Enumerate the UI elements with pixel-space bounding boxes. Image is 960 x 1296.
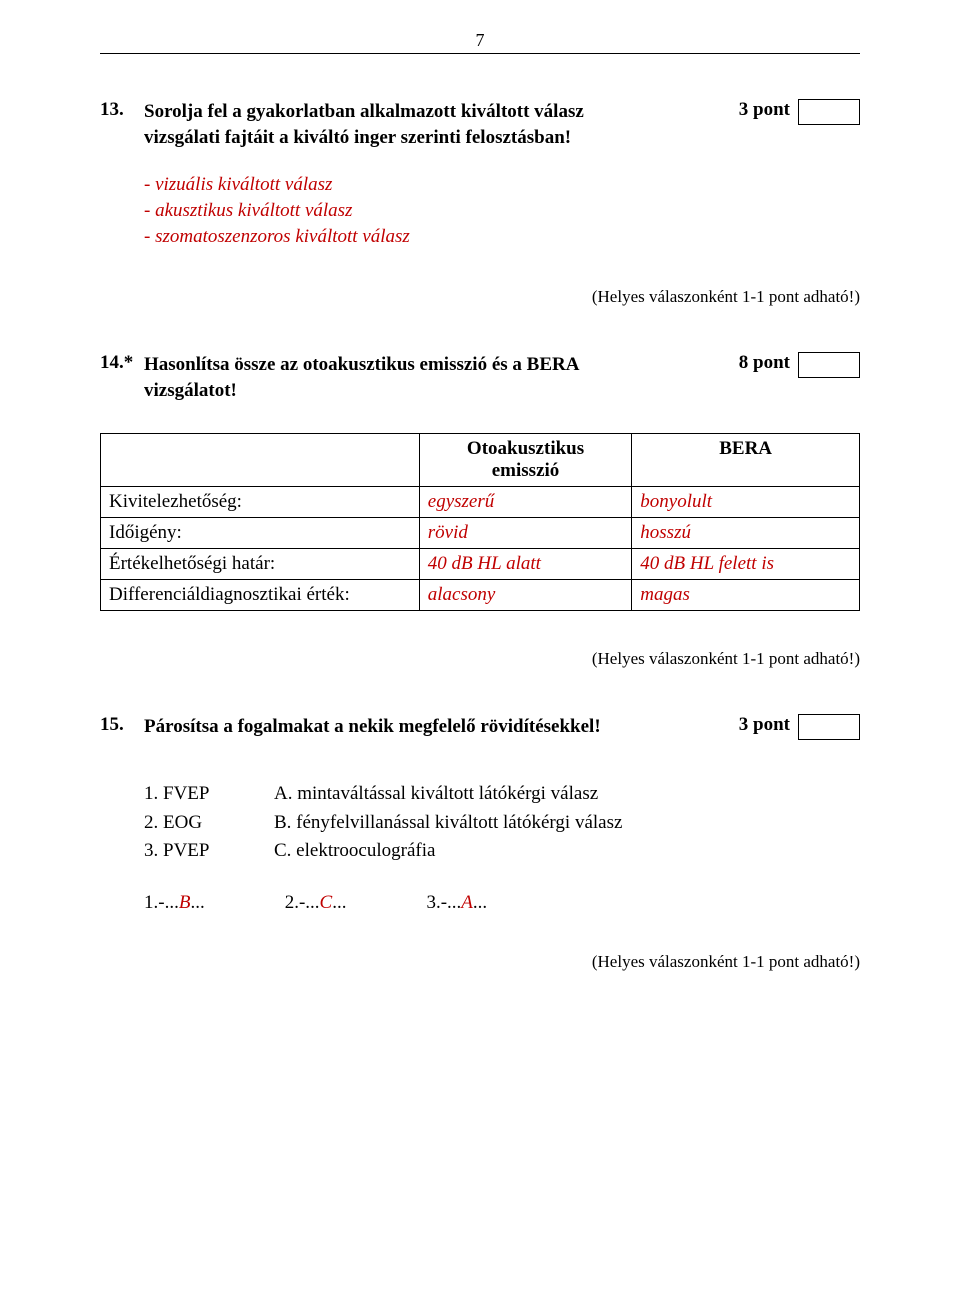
q14-comparison-table: Otoakusztikus emisszió BERA Kivitelezhet…: [100, 433, 860, 611]
table-cell-label: Kivitelezhetőség:: [101, 487, 420, 518]
q14-text-line1: Hasonlítsa össze az otoakusztikus emissz…: [144, 354, 579, 375]
table-header-row: Otoakusztikus emisszió BERA: [101, 434, 860, 487]
table-header-col2-line1: Otoakusztikus: [467, 438, 584, 459]
question-15: 15. Párosítsa a fogalmakat a nekik megfe…: [100, 714, 860, 972]
q15-score-box[interactable]: [798, 714, 860, 740]
q15-pairing-list: 1. FVEP A. mintaváltással kiváltott látó…: [144, 780, 860, 866]
q13-answer-item: - akusztikus kiváltott válasz: [144, 198, 860, 224]
q14-scoring-note: (Helyes válaszonként 1-1 pont adható!): [100, 649, 860, 669]
pair-row: 2. EOG B. fényfelvillanással kiváltott l…: [144, 809, 860, 838]
q15-ans-value: C: [320, 892, 333, 913]
q13-text-line2: vizsgálati fajtáit a kiváltó inger szeri…: [144, 127, 571, 148]
q13-scoring-note: (Helyes válaszonként 1-1 pont adható!): [100, 287, 860, 307]
page-number: 7: [100, 30, 860, 51]
q15-ans-suffix: ...: [332, 892, 346, 913]
q15-text: Párosítsa a fogalmakat a nekik megfelelő…: [144, 714, 727, 740]
pair-row: 3. PVEP C. elektrooculográfia: [144, 837, 860, 866]
table-row: Értékelhetőségi határ: 40 dB HL alatt 40…: [101, 549, 860, 580]
q15-answer-item: 2.-...C...: [285, 892, 347, 914]
table-cell-value: 40 dB HL alatt: [419, 549, 632, 580]
q13-text-line1: Sorolja fel a gyakorlatban alkalmazott k…: [144, 101, 584, 122]
q14-number: 14.*: [100, 352, 144, 374]
q15-scoring-note: (Helyes válaszonként 1-1 pont adható!): [100, 952, 860, 972]
table-header-col2: Otoakusztikus emisszió: [419, 434, 632, 487]
q15-ans-prefix: 3.-...: [426, 892, 461, 913]
q15-ans-value: A: [461, 892, 473, 913]
q13-points: 3 pont: [739, 99, 790, 121]
table-cell-label: Értékelhetőségi határ:: [101, 549, 420, 580]
table-cell-label: Differenciáldiagnosztikai érték:: [101, 580, 420, 611]
pair-right: C. elektrooculográfia: [274, 837, 860, 866]
table-cell-value: hosszú: [632, 518, 860, 549]
q13-number: 13.: [100, 99, 144, 121]
pair-right: A. mintaváltással kiváltott látókérgi vá…: [274, 780, 860, 809]
table-header-col3: BERA: [632, 434, 860, 487]
q15-answer-item: 1.-...B...: [144, 892, 205, 914]
q14-points: 8 pont: [739, 352, 790, 374]
table-row: Időigény: rövid hosszú: [101, 518, 860, 549]
top-rule: [100, 53, 860, 54]
pair-left: 1. FVEP: [144, 780, 274, 809]
table-row: Kivitelezhetőség: egyszerű bonyolult: [101, 487, 860, 518]
q15-ans-prefix: 1.-...: [144, 892, 179, 913]
table-cell-value: magas: [632, 580, 860, 611]
q15-answer-line: 1.-...B... 2.-...C... 3.-...A...: [144, 892, 860, 914]
q15-points: 3 pont: [739, 714, 790, 736]
table-header-col2-line2: emisszió: [492, 460, 560, 481]
table-cell-value: egyszerű: [419, 487, 632, 518]
pair-right: B. fényfelvillanással kiváltott látókérg…: [274, 809, 860, 838]
table-cell-value: bonyolult: [632, 487, 860, 518]
q15-ans-suffix: ...: [473, 892, 487, 913]
q13-score-box[interactable]: [798, 99, 860, 125]
q15-ans-prefix: 2.-...: [285, 892, 320, 913]
q13-answers: - vizuális kiváltott válasz - akusztikus…: [144, 172, 860, 249]
table-cell-label: Időigény:: [101, 518, 420, 549]
q15-ans-value: B: [179, 892, 191, 913]
q15-answer-item: 3.-...A...: [426, 892, 487, 914]
q13-answer-item: - szomatoszenzoros kiváltott válasz: [144, 224, 860, 250]
table-cell-value: 40 dB HL felett is: [632, 549, 860, 580]
q14-score-box[interactable]: [798, 352, 860, 378]
q14-text-line2: vizsgálatot!: [144, 380, 237, 401]
pair-row: 1. FVEP A. mintaváltással kiváltott látó…: [144, 780, 860, 809]
table-header-empty: [101, 434, 420, 487]
q15-number: 15.: [100, 714, 144, 736]
question-14: 14.* Hasonlítsa össze az otoakusztikus e…: [100, 352, 860, 669]
pair-left: 3. PVEP: [144, 837, 274, 866]
pair-left: 2. EOG: [144, 809, 274, 838]
question-13: 13. Sorolja fel a gyakorlatban alkalmazo…: [100, 99, 860, 307]
q14-text: Hasonlítsa össze az otoakusztikus emissz…: [144, 352, 727, 403]
table-row: Differenciáldiagnosztikai érték: alacson…: [101, 580, 860, 611]
q15-ans-suffix: ...: [190, 892, 204, 913]
table-cell-value: alacsony: [419, 580, 632, 611]
q13-answer-item: - vizuális kiváltott válasz: [144, 172, 860, 198]
table-cell-value: rövid: [419, 518, 632, 549]
q13-text: Sorolja fel a gyakorlatban alkalmazott k…: [144, 99, 727, 150]
